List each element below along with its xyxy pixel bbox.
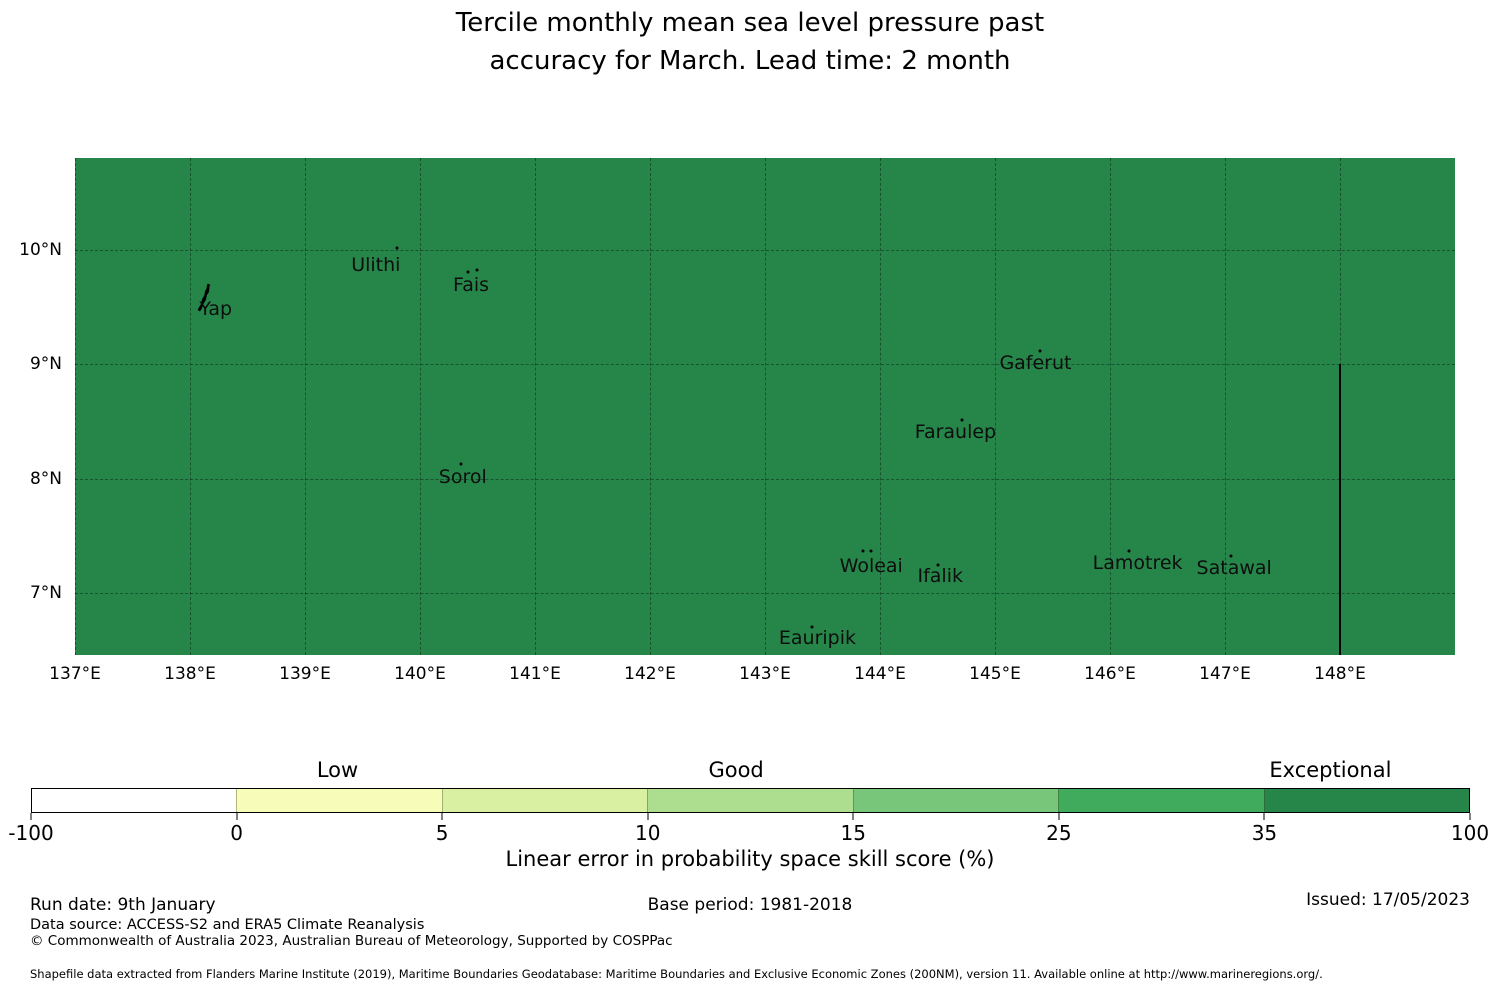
island-label-lamotrek: Lamotrek bbox=[1092, 552, 1183, 575]
island-marker-dot bbox=[861, 549, 865, 553]
longitude-gridline bbox=[75, 158, 76, 655]
colorbar-ticks bbox=[30, 813, 1471, 820]
title-line-2: accuracy for March. Lead time: 2 month bbox=[489, 46, 1011, 76]
island-marker-dot bbox=[459, 462, 463, 466]
colorbar-boundary-tick bbox=[236, 813, 238, 820]
colorbar-boundary-label: 25 bbox=[1046, 821, 1072, 845]
island-marker-dot bbox=[395, 246, 399, 250]
colorbar-category-exceptional: Exceptional bbox=[1269, 758, 1392, 782]
latitude-gridline bbox=[75, 364, 1455, 366]
colorbar-boundary-tick bbox=[441, 813, 443, 820]
latitude-axis: 10°N 9°N 8°N 7°N bbox=[0, 158, 68, 655]
longitude-gridline bbox=[420, 158, 421, 655]
x-tick-label: 143°E bbox=[739, 664, 791, 684]
copyright-text: © Commonwealth of Australia 2023, Austra… bbox=[30, 933, 673, 949]
x-tick-label: 144°E bbox=[854, 664, 906, 684]
title-line-1: Tercile monthly mean sea level pressure … bbox=[455, 8, 1045, 38]
colorbar-caption: Linear error in probability space skill … bbox=[505, 847, 995, 871]
island-marker-dot bbox=[869, 549, 873, 553]
colorbar-segment bbox=[441, 789, 648, 812]
x-tick-label: 140°E bbox=[394, 664, 446, 684]
longitude-gridline bbox=[1224, 158, 1226, 655]
x-tick-label: 147°E bbox=[1199, 664, 1251, 684]
page-title: Tercile monthly mean sea level pressure … bbox=[0, 4, 1500, 80]
island-label-satawal: Satawal bbox=[1196, 557, 1272, 580]
colorbar-segment bbox=[236, 789, 442, 812]
island-marker-dot bbox=[1229, 554, 1233, 558]
y-tick-label: 9°N bbox=[29, 354, 62, 375]
island-label-faraulep: Faraulep bbox=[914, 420, 997, 443]
island-marker-dot bbox=[1038, 349, 1042, 353]
island-marker-dot bbox=[936, 563, 939, 567]
y-tick-label: 10°N bbox=[19, 239, 62, 260]
island-marker-dot bbox=[475, 268, 479, 272]
latitude-gridline bbox=[75, 592, 1455, 594]
eez-boundary-line bbox=[1339, 364, 1341, 655]
island-label-fais: Fais bbox=[453, 274, 490, 297]
colorbar-boundary-tick bbox=[1469, 813, 1471, 820]
colorbar-segment bbox=[1263, 789, 1469, 812]
longitude-gridline bbox=[650, 158, 651, 655]
island-label-yap: Yap bbox=[199, 298, 233, 321]
latitude-gridline bbox=[75, 479, 1455, 481]
island-marker-dot bbox=[1127, 549, 1131, 553]
longitude-axis: 137°E 138°E 139°E 140°E 141°E 142°E 143°E 144°E… bbox=[49, 664, 1455, 688]
island-label-woleai: Woleai bbox=[839, 555, 903, 578]
colorbar-boundary-label: 5 bbox=[435, 821, 449, 845]
longitude-gridline bbox=[189, 158, 191, 655]
island-label-ifalik: Ifalik bbox=[917, 564, 964, 587]
y-tick-label: 8°N bbox=[29, 469, 62, 490]
island-label-gaferut: Gaferut bbox=[999, 351, 1072, 374]
y-tick-label: 7°N bbox=[29, 582, 62, 603]
base-period-text: Base period: 1981-2018 bbox=[647, 895, 853, 915]
longitude-gridline bbox=[765, 158, 766, 655]
longitude-gridline bbox=[1110, 158, 1111, 655]
colorbar-boundary-label: 15 bbox=[840, 821, 867, 845]
colorbar-boundary-label: 35 bbox=[1251, 821, 1278, 845]
colorbar-segment bbox=[647, 789, 853, 812]
colorbar-category-labels: Low Good Exceptional bbox=[31, 758, 1470, 786]
colorbar-segment bbox=[1058, 789, 1264, 812]
longitude-gridline bbox=[879, 158, 881, 655]
colorbar-boundary-label: 0 bbox=[230, 821, 243, 845]
colorbar-boundary-label: 10 bbox=[634, 821, 661, 845]
colorbar-boundary-tick bbox=[852, 813, 854, 820]
colorbar-segment bbox=[32, 789, 237, 812]
longitude-gridline bbox=[534, 158, 536, 655]
colorbar-segment bbox=[852, 789, 1059, 812]
colorbar-boundary-label: 100 bbox=[1450, 821, 1490, 845]
x-tick-label: 137°E bbox=[49, 664, 101, 684]
x-tick-label: 141°E bbox=[509, 664, 561, 684]
run-date-text: Run date: 9th January bbox=[30, 895, 216, 915]
colorbar-category-good: Good bbox=[708, 758, 764, 782]
data-source-text: Data source: ACCESS-S2 and ERA5 Climate … bbox=[30, 917, 425, 933]
colorbar-boundary-tick bbox=[30, 813, 32, 820]
colorbar-boundary-label: -100 bbox=[8, 821, 54, 845]
x-tick-label: 139°E bbox=[279, 664, 331, 684]
longitude-gridline bbox=[305, 158, 306, 655]
island-label-sorol: Sorol bbox=[438, 466, 487, 489]
x-tick-label: 138°E bbox=[164, 664, 216, 684]
colorbar-tick-labels: -100 0 5 10 15 25 35 100 bbox=[8, 821, 1489, 845]
x-tick-label: 148°E bbox=[1314, 664, 1366, 684]
map-canvas: Yap Ulithi Fais Sorol Gaferut Faraulep Woleai I… bbox=[75, 158, 1455, 655]
island-label-ulithi: Ulithi bbox=[351, 253, 401, 276]
colorbar-boundary-tick bbox=[647, 813, 649, 820]
colorbar-boundary-tick bbox=[1058, 813, 1060, 820]
island-marker-dot bbox=[960, 418, 964, 422]
issued-date-text: Issued: 17/05/2023 bbox=[1306, 890, 1470, 910]
shapefile-note-text: Shapefile data extracted from Flanders M… bbox=[30, 967, 1323, 981]
island-marker-dot bbox=[466, 270, 470, 274]
colorbar-category-low: Low bbox=[316, 758, 359, 782]
colorbar bbox=[31, 788, 1470, 813]
colorbar-boundary-tick bbox=[1263, 813, 1265, 820]
x-tick-label: 146°E bbox=[1084, 664, 1136, 684]
x-tick-label: 145°E bbox=[969, 664, 1021, 684]
x-tick-label: 142°E bbox=[624, 664, 676, 684]
island-marker-dot bbox=[810, 625, 814, 629]
yap-island-shape bbox=[196, 283, 214, 317]
latitude-gridline bbox=[75, 249, 1455, 251]
longitude-gridline bbox=[995, 158, 996, 655]
island-label-eauripik: Eauripik bbox=[778, 627, 856, 650]
